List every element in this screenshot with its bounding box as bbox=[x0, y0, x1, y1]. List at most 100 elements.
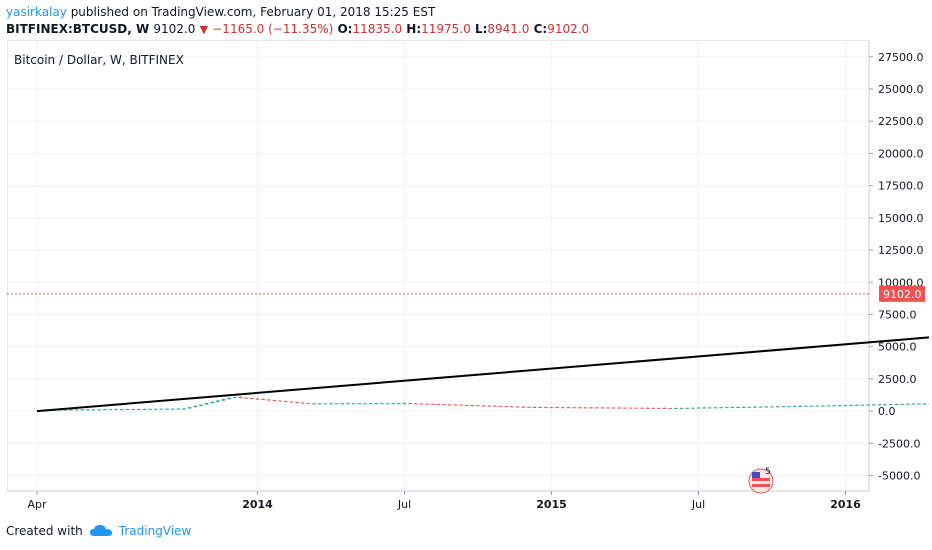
y-tick-label: 17500.0 bbox=[878, 180, 924, 193]
created-with-label: Created with bbox=[6, 524, 83, 538]
candle-body bbox=[165, 408, 169, 410]
candle-body bbox=[645, 407, 650, 409]
low-label: L: bbox=[474, 22, 488, 36]
high-value: 11975.0 bbox=[421, 22, 471, 36]
x-tick-label: Jul bbox=[691, 498, 705, 511]
candle-body bbox=[679, 407, 684, 409]
tradingview-cloud-icon bbox=[89, 525, 112, 536]
candle-body bbox=[391, 403, 395, 405]
candle-body bbox=[504, 406, 509, 408]
candle-body bbox=[238, 397, 243, 399]
candle-body bbox=[555, 407, 559, 409]
candle-body bbox=[63, 409, 68, 411]
candle-body bbox=[753, 406, 757, 408]
candle-body bbox=[312, 403, 316, 405]
y-tick-label: 27500.0 bbox=[878, 51, 924, 64]
candle-body bbox=[493, 405, 497, 407]
candle-body bbox=[662, 407, 667, 409]
chart-frame: Bitcoin / Dollar, W, BITFINEX 27500.0 250… bbox=[6, 39, 932, 516]
y-tick-label: 20000.0 bbox=[878, 147, 924, 160]
candle-body bbox=[849, 404, 853, 406]
candle-body bbox=[408, 403, 412, 405]
price-chart[interactable]: Bitcoin / Dollar, W, BITFINEX 27500.0 250… bbox=[6, 39, 932, 516]
candle-body bbox=[425, 403, 429, 405]
candle-body bbox=[871, 404, 876, 406]
candle-body bbox=[527, 406, 531, 408]
price-axis[interactable]: 27500.0 25000.0 22500.0 20000.0 17500.0 15000… bbox=[869, 51, 924, 483]
candle-body bbox=[730, 407, 735, 409]
candle-body bbox=[770, 406, 774, 408]
candle-body bbox=[120, 409, 124, 411]
candle-body bbox=[159, 408, 164, 410]
candle-body bbox=[210, 401, 215, 404]
tradingview-brand-link[interactable]: TradingView bbox=[118, 524, 192, 538]
candle-body bbox=[674, 407, 678, 409]
candle-body bbox=[487, 405, 492, 407]
candle-body bbox=[911, 403, 916, 405]
candle-body bbox=[713, 407, 718, 409]
candle-body bbox=[702, 407, 706, 409]
candle-body bbox=[125, 409, 130, 411]
x-tick-label: 2015 bbox=[536, 498, 567, 511]
candle-body bbox=[724, 407, 729, 409]
footer: Created with TradingView bbox=[6, 524, 191, 538]
candle-body bbox=[623, 407, 627, 409]
candle-body bbox=[498, 405, 503, 407]
down-triangle-icon: ▼ bbox=[199, 23, 209, 36]
candle-body bbox=[374, 403, 379, 405]
x-tick-label: 2016 bbox=[830, 498, 861, 511]
candle-body bbox=[905, 403, 910, 405]
candle-body bbox=[594, 407, 599, 409]
candle-body bbox=[685, 407, 689, 409]
candle-body bbox=[86, 409, 90, 411]
candle-body bbox=[515, 406, 520, 408]
candle-body bbox=[103, 409, 107, 411]
low-value: 8941.0 bbox=[487, 22, 530, 36]
candle-body bbox=[397, 403, 401, 405]
candle-body bbox=[651, 407, 656, 409]
candle-body bbox=[114, 409, 118, 411]
candle-body bbox=[250, 398, 254, 400]
y-tick-label: 12500.0 bbox=[878, 244, 924, 257]
candle-body bbox=[295, 402, 299, 404]
candle-body bbox=[340, 403, 345, 405]
candle-body bbox=[323, 403, 328, 405]
y-tick-label: 15000.0 bbox=[878, 212, 924, 225]
candle-body bbox=[91, 409, 96, 411]
candle-body bbox=[617, 407, 622, 409]
candle-body bbox=[787, 406, 791, 408]
candle-body bbox=[351, 403, 356, 405]
candle-body bbox=[131, 408, 135, 410]
chart-title: Bitcoin / Dollar, W, BITFINEX bbox=[14, 53, 184, 67]
candle-body bbox=[922, 403, 927, 405]
candle-body bbox=[600, 407, 605, 409]
flag-badge-icon[interactable]: 5 bbox=[748, 467, 774, 494]
last-price-tag-label: 9102.0 bbox=[883, 288, 922, 301]
candle-body bbox=[227, 397, 232, 400]
candle-body bbox=[866, 404, 870, 406]
candle-body bbox=[176, 408, 181, 410]
candle-body bbox=[244, 397, 248, 399]
candle-body bbox=[640, 407, 644, 409]
price-value: 9102.0 bbox=[153, 22, 196, 36]
candle-body bbox=[69, 409, 73, 411]
candle-body bbox=[628, 407, 633, 409]
candle-body bbox=[476, 405, 480, 407]
trendline[interactable] bbox=[36, 284, 932, 413]
y-tick-label: -5000.0 bbox=[878, 470, 920, 483]
grid-lines bbox=[7, 40, 869, 491]
candle-body bbox=[798, 405, 803, 407]
y-tick-label: 5000.0 bbox=[878, 341, 917, 354]
candle-body bbox=[170, 408, 175, 410]
candle-body bbox=[792, 406, 797, 408]
candle-body bbox=[300, 402, 305, 404]
candle-body bbox=[826, 405, 831, 407]
author-link[interactable]: yasirkalay bbox=[6, 5, 67, 19]
plot-area bbox=[6, 39, 870, 492]
candle-body bbox=[572, 407, 576, 409]
candle-body bbox=[267, 399, 271, 401]
publication-line: yasirkalay published on TradingView.com,… bbox=[6, 4, 589, 21]
candle-body bbox=[815, 405, 820, 407]
time-axis[interactable]: Apr2014Jul2015Jul2016Jul2017Jul2018Jul bbox=[27, 491, 929, 511]
open-label: O: bbox=[337, 22, 353, 36]
